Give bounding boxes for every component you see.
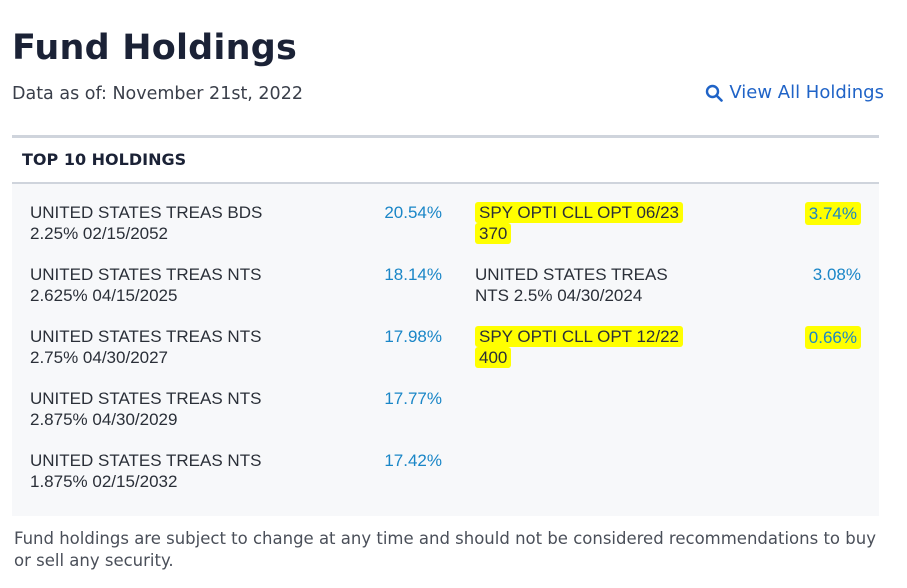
highlight-mark: 370 <box>475 223 512 244</box>
holding-percent: 17.77% <box>384 389 442 408</box>
holding-percent: 18.14% <box>384 265 442 284</box>
highlight-mark: SPY OPTI CLL OPT 06/23 <box>475 202 684 223</box>
holding-name: SPY OPTI CLL OPT 06/23 370 <box>475 202 705 244</box>
holding-name: UNITED STATES TREAS NTS 2.625% 04/15/2025 <box>30 265 262 305</box>
holding-row: SPY OPTI CLL OPT 06/23 370 3.74% <box>475 202 861 264</box>
holding-percent: 20.54% <box>384 203 442 222</box>
holding-percent: 17.98% <box>384 327 442 346</box>
holding-percent: 17.42% <box>384 451 442 470</box>
holding-row: UNITED STATES TREAS NTS 2.5% 04/30/2024 3… <box>475 264 861 326</box>
top-holdings-heading: TOP 10 HOLDINGS <box>12 138 879 184</box>
holding-percent: 3.08% <box>812 265 861 284</box>
holding-name: UNITED STATES TREAS NTS 2.75% 04/30/2027 <box>30 327 262 367</box>
highlight-mark: 400 <box>475 347 512 368</box>
holding-row: UNITED STATES TREAS NTS 2.625% 04/15/2025… <box>30 264 442 326</box>
search-icon <box>705 84 724 102</box>
holding-row: UNITED STATES TREAS NTS 2.875% 04/30/2029… <box>30 388 442 450</box>
top-holdings-panel: TOP 10 HOLDINGS UNITED STATES TREAS BDS 2… <box>12 135 879 516</box>
holding-percent: 3.74% <box>804 202 861 225</box>
holdings-left-column: UNITED STATES TREAS BDS 2.25% 02/15/2052 … <box>30 202 442 512</box>
holding-name: UNITED STATES TREAS NTS 2.5% 04/30/2024 <box>475 265 668 305</box>
holding-row: UNITED STATES TREAS NTS 1.875% 02/15/2032… <box>30 450 442 512</box>
holding-percent: 0.66% <box>804 326 861 349</box>
disclaimer-text: Fund holdings are subject to change at a… <box>14 529 876 570</box>
view-all-holdings-link[interactable]: View All Holdings <box>705 82 884 103</box>
highlight-mark: SPY OPTI CLL OPT 12/22 <box>475 326 684 347</box>
holding-name: SPY OPTI CLL OPT 12/22 400 <box>475 326 705 368</box>
page-title: Fund Holdings <box>12 28 298 68</box>
holding-row: UNITED STATES TREAS BDS 2.25% 02/15/2052 … <box>30 202 442 264</box>
as-of-date: Data as of: November 21st, 2022 <box>12 84 303 104</box>
holding-row: SPY OPTI CLL OPT 12/22 400 0.66% <box>475 326 861 388</box>
holdings-right-column: SPY OPTI CLL OPT 06/23 370 3.74% UNITED S… <box>475 202 861 388</box>
holding-name: UNITED STATES TREAS NTS 1.875% 02/15/2032 <box>30 451 262 491</box>
view-all-holdings-label: View All Holdings <box>729 82 884 103</box>
holding-name: UNITED STATES TREAS NTS 2.875% 04/30/2029 <box>30 389 262 429</box>
holding-row: UNITED STATES TREAS NTS 2.75% 04/30/2027 … <box>30 326 442 388</box>
holding-name: UNITED STATES TREAS BDS 2.25% 02/15/2052 <box>30 203 263 243</box>
